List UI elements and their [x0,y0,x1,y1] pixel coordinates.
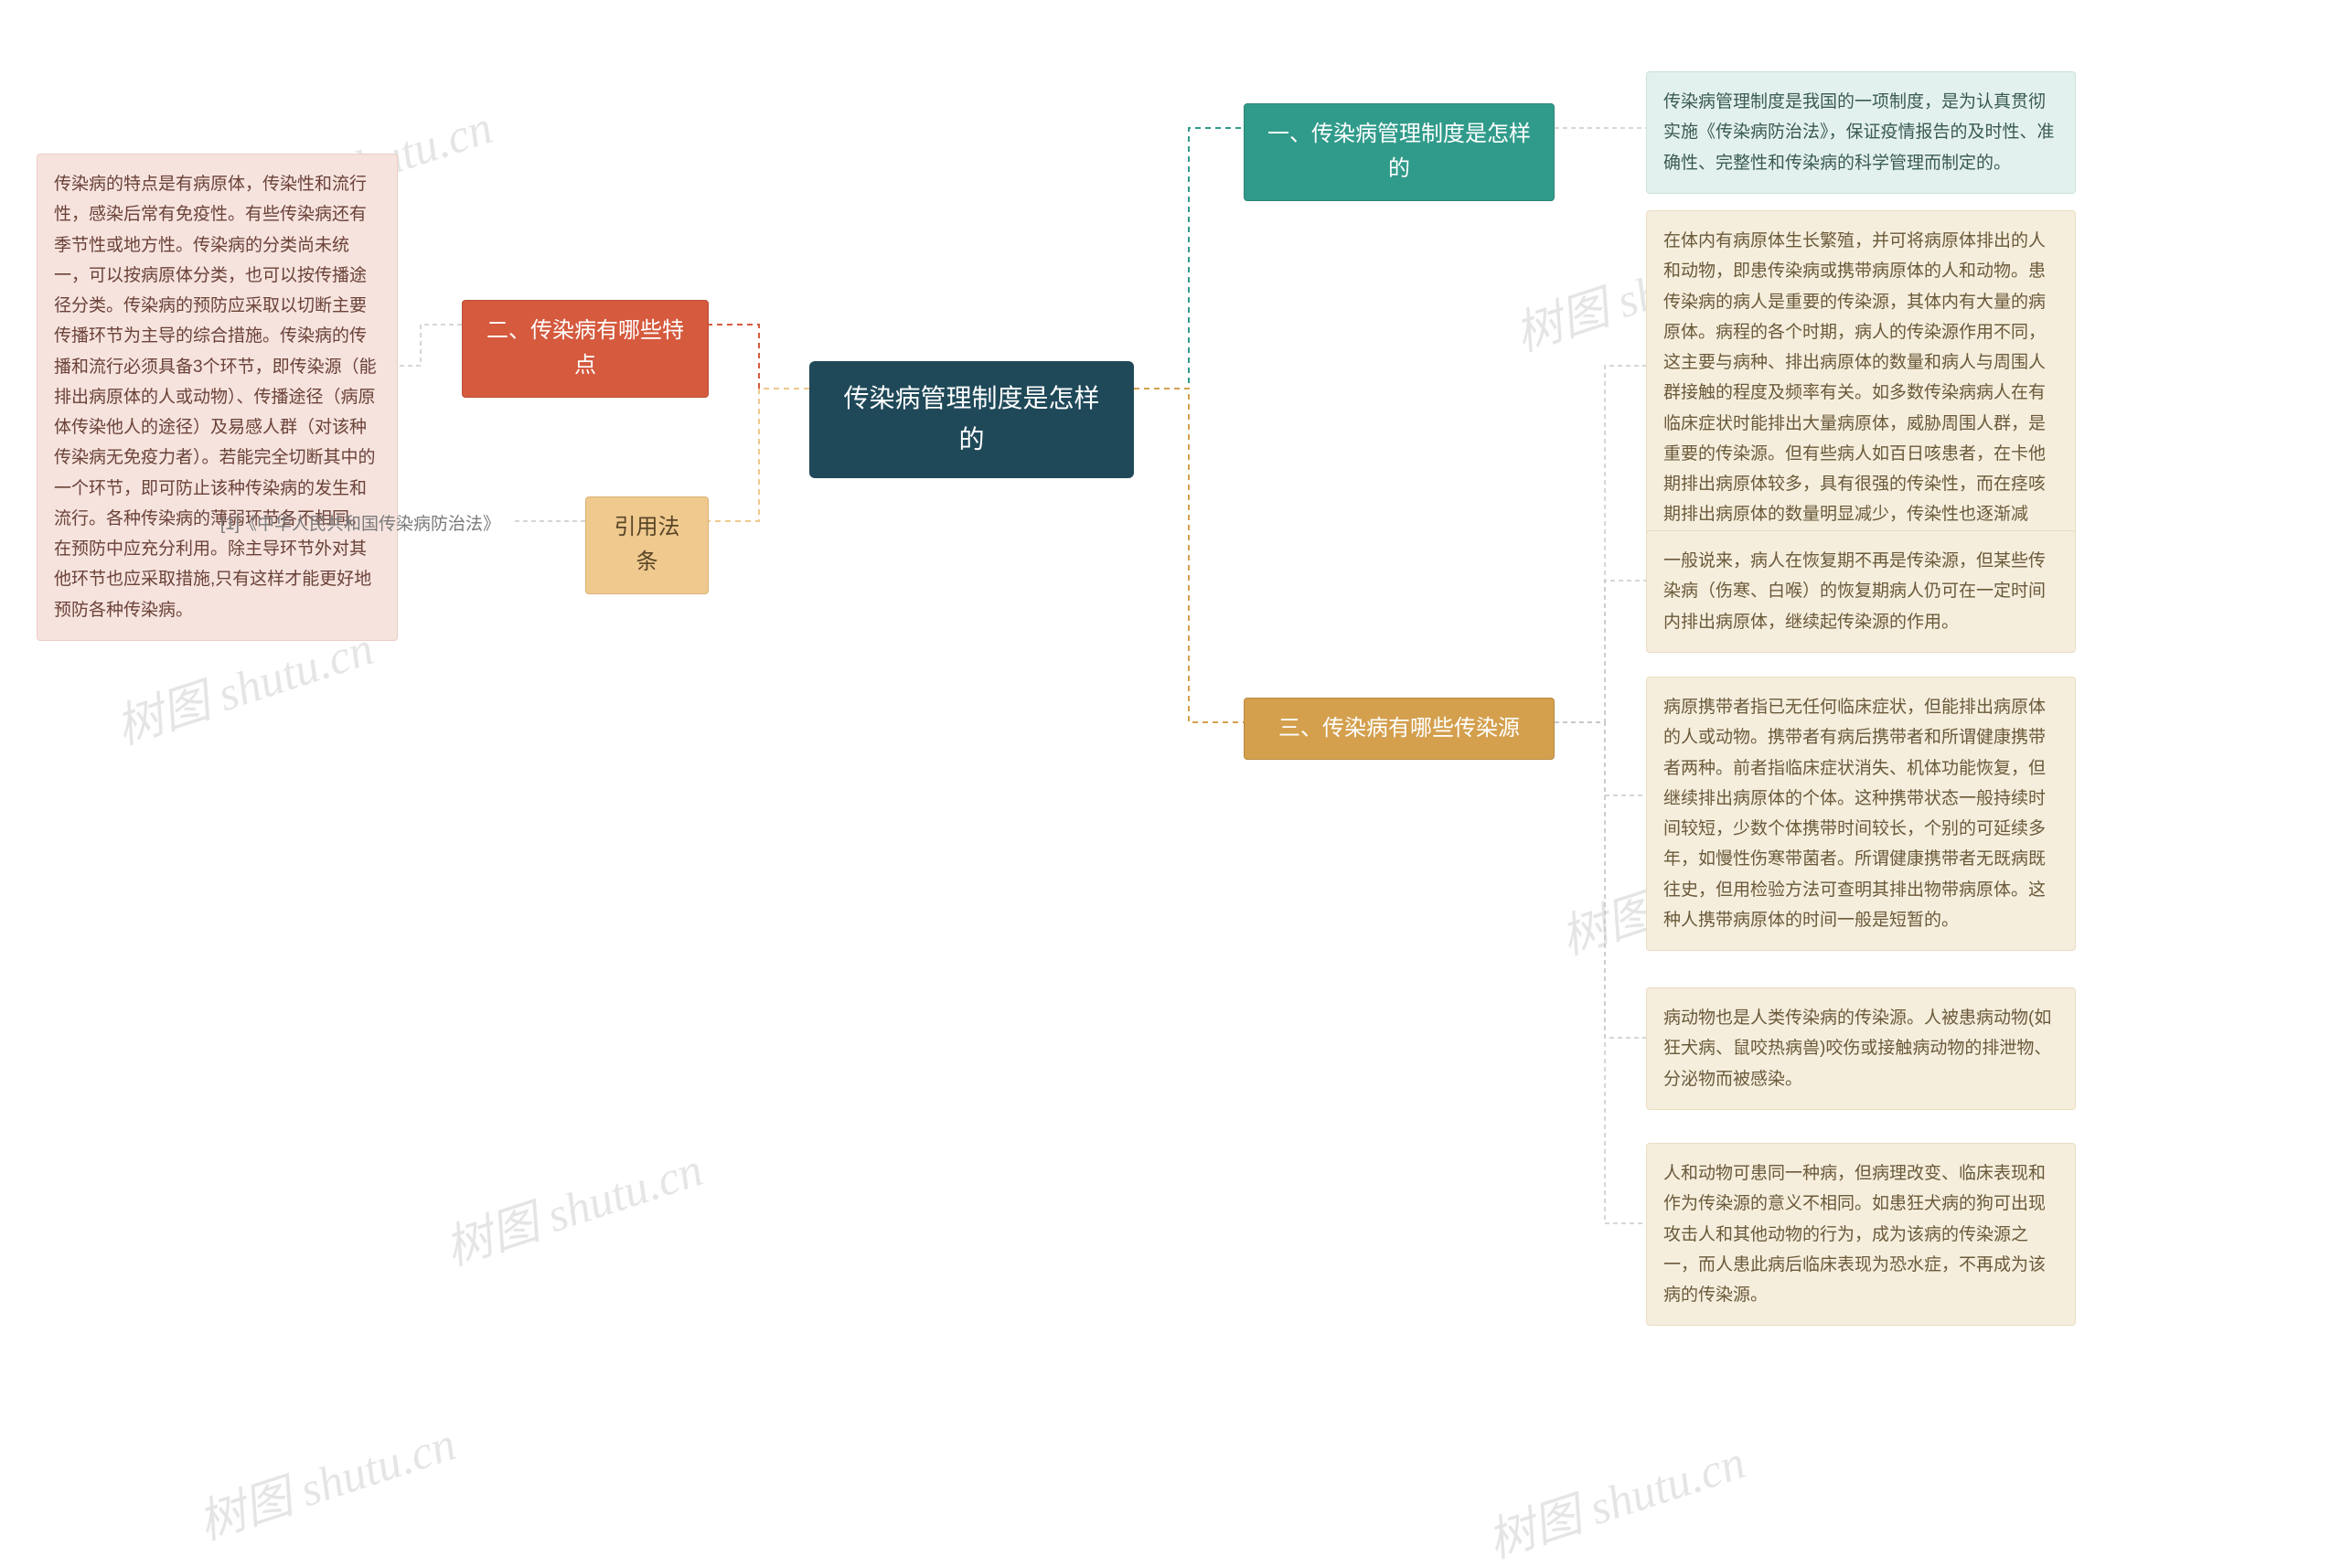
root-node[interactable]: 传染病管理制度是怎样的 [809,361,1134,478]
leaf-b3-2[interactable]: 一般说来，病人在恢复期不再是传染源，但某些传染病（伤寒、白喉）的恢复期病人仍可在… [1646,530,2076,653]
watermark: 树图 shutu.cn [188,1405,464,1552]
branch-1[interactable]: 一、传染病管理制度是怎样的 [1244,103,1555,201]
leaf-b1-1[interactable]: 传染病管理制度是我国的一项制度，是为认真贯彻实施《传染病防治法》，保证疫情报告的… [1646,71,2076,194]
branch-2[interactable]: 二、传染病有哪些特点 [462,300,709,398]
branch-3[interactable]: 三、传染病有哪些传染源 [1244,698,1555,760]
branch-4[interactable]: 引用法条 [585,496,709,594]
watermark: 树图 shutu.cn [1478,1424,1753,1568]
watermark: 树图 shutu.cn [435,1131,711,1278]
mindmap-canvas: 树图 shutu.cn 树图 shutu.cn 树图 shutu.cn 树图 s… [0,0,2341,1568]
leaf-b4-1[interactable]: [1]《中华人民共和国传染病防治法》 [192,501,512,548]
leaf-b3-5[interactable]: 人和动物可患同一种病，但病理改变、临床表现和作为传染源的意义不相同。如患狂犬病的… [1646,1143,2076,1326]
leaf-b3-3[interactable]: 病原携带者指已无任何临床症状，但能排出病原体的人或动物。携带者有病后携带者和所谓… [1646,677,2076,951]
leaf-b3-4[interactable]: 病动物也是人类传染病的传染源。人被患病动物(如狂犬病、鼠咬热病兽)咬伤或接触病动… [1646,987,2076,1110]
leaf-b2-1[interactable]: 传染病的特点是有病原体，传染性和流行性，感染后常有免疫性。有些传染病还有季节性或… [37,154,398,641]
